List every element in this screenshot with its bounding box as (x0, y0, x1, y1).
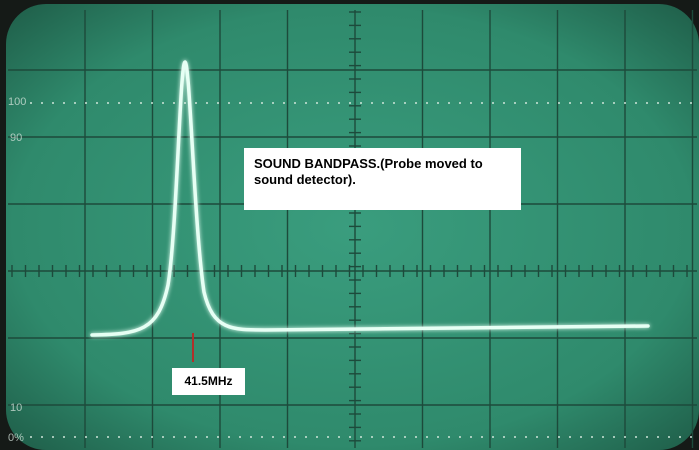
graticule-label: 10 (10, 402, 23, 414)
caption: SOUND BANDPASS.(Probe moved to sound det… (244, 148, 521, 210)
graticule (8, 10, 697, 448)
trace (90, 60, 650, 337)
marker-label: 41.5MHz (172, 368, 245, 395)
graticule-label: 0% (8, 432, 24, 444)
graticule-label: 90 (10, 132, 23, 144)
graticule-label: 100 (8, 96, 27, 108)
